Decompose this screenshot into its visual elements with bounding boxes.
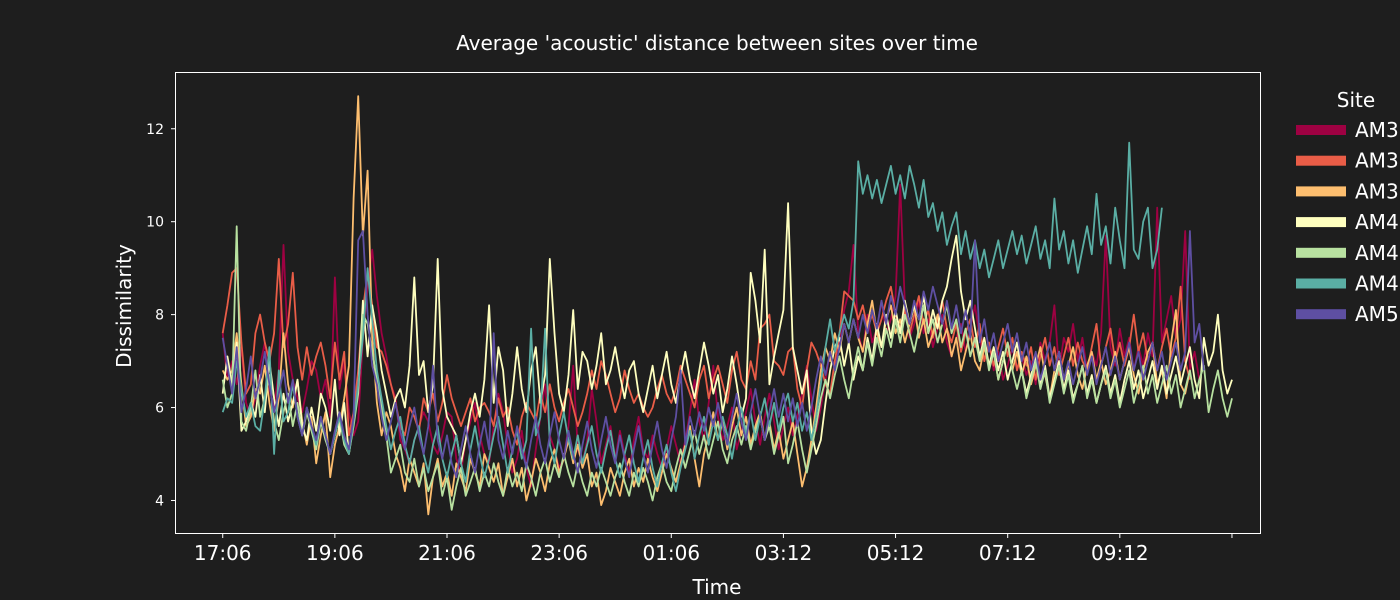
x-tick-label: 01:06	[642, 541, 700, 565]
x-tick-label: 03:12	[755, 541, 813, 565]
legend-swatch	[1296, 186, 1346, 197]
x-axis: 17:06 19:06 21:06 23:06 01:06 03:12 05:12 07:12…	[194, 533, 1233, 565]
plot-area-frame	[175, 72, 1261, 534]
x-tick-label: 19:06	[306, 541, 364, 565]
x-tick-label: 21:06	[418, 541, 476, 565]
chart-title: Average 'acoustic' distance between site…	[456, 31, 978, 55]
legend-label: AM3	[1355, 149, 1399, 173]
y-axis-label: Dissimilarity	[112, 244, 136, 368]
legend-swatch	[1296, 247, 1346, 258]
y-tick-label: 10	[146, 215, 164, 231]
y-tick-label: 4	[155, 493, 164, 509]
series-line-6	[221, 141, 1163, 493]
legend-label: AM4	[1355, 210, 1399, 234]
series-lines	[221, 95, 1233, 516]
legend: Site AM3 AM3 AM3 AM4 AM4 AM4 AM5	[1296, 88, 1399, 326]
y-tick-label: 12	[146, 122, 164, 138]
legend-label: AM3	[1355, 179, 1399, 203]
series-line-5	[221, 225, 1233, 511]
legend-label: AM3	[1355, 118, 1399, 142]
series-line-7	[221, 230, 1205, 479]
x-tick-label: 09:12	[1091, 541, 1149, 565]
y-tick-label: 6	[155, 401, 164, 417]
legend-swatch	[1296, 309, 1346, 320]
legend-swatch	[1296, 155, 1346, 166]
x-tick-label: 05:12	[867, 541, 925, 565]
legend-label: AM5	[1355, 302, 1399, 326]
x-tick-label: 07:12	[979, 541, 1037, 565]
x-axis-label: Time	[692, 575, 742, 599]
legend-swatch	[1296, 278, 1346, 289]
legend-label: AM4	[1355, 241, 1399, 265]
legend-title: Site	[1337, 88, 1375, 112]
x-tick-label: 17:06	[194, 541, 252, 565]
legend-swatch	[1296, 217, 1346, 228]
legend-swatch	[1296, 125, 1346, 135]
x-tick-label: 23:06	[530, 541, 588, 565]
y-axis: 4 6 8 10 12	[146, 122, 176, 509]
legend-label: AM4	[1355, 272, 1399, 296]
y-tick-label: 8	[155, 308, 164, 324]
